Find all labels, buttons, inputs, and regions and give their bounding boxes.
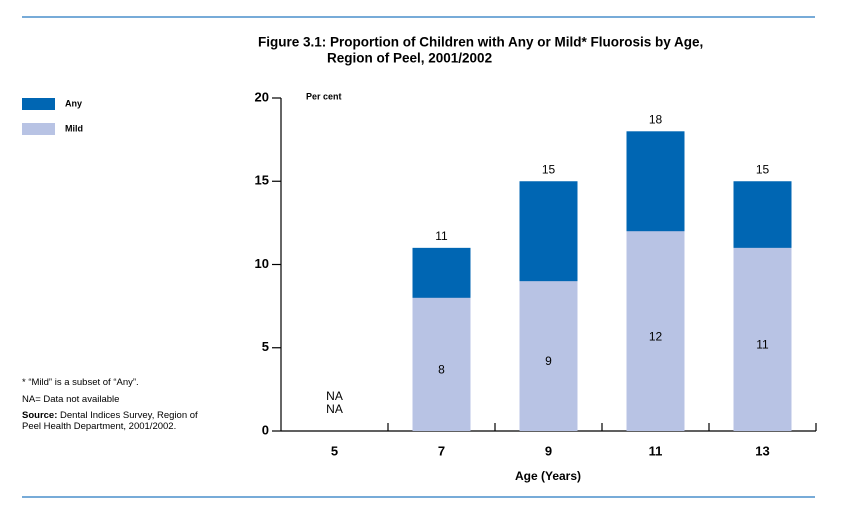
y-tick-label: 20 (255, 89, 269, 104)
footnote: NA= Data not available (22, 394, 120, 405)
source-text: Dental Indices Survey, Region of Peel He… (22, 410, 198, 432)
x-tick-label: 5 (331, 443, 338, 458)
na-label: NA (326, 389, 343, 403)
chart-title: Figure 3.1: Proportion of Children with … (258, 35, 703, 50)
x-tick-label: 11 (649, 443, 663, 458)
na-label: NA (326, 402, 343, 416)
source: Source: Dental Indices Survey, Region of… (22, 410, 200, 432)
value-label: 15 (756, 162, 770, 176)
value-label: 12 (649, 329, 663, 343)
footnote: * “Mild” is a subset of “Any”. (22, 377, 139, 388)
x-tick-label: 13 (755, 443, 769, 458)
bar (519, 281, 578, 431)
y-axis-label: Per cent (306, 91, 342, 101)
x-tick-label: 7 (438, 443, 445, 458)
value-label: 8 (438, 363, 445, 377)
legend-label: Mild (65, 123, 83, 133)
chart-title: Region of Peel, 2001/2002 (327, 51, 492, 66)
x-tick-label: 9 (545, 443, 552, 458)
value-label: 18 (649, 112, 663, 126)
y-tick-label: 15 (255, 173, 269, 188)
legend-swatch (22, 98, 55, 110)
bar (412, 297, 471, 431)
value-label: 11 (435, 229, 448, 243)
value-label: 11 (756, 338, 769, 352)
bar (733, 247, 792, 431)
y-tick-label: 10 (255, 256, 269, 271)
legend-swatch (22, 123, 55, 135)
source-label: Source: (22, 410, 58, 421)
value-label: 9 (545, 354, 552, 368)
value-label: 15 (542, 162, 556, 176)
bar (626, 231, 685, 431)
legend-label: Any (65, 98, 82, 108)
y-tick-label: 0 (262, 422, 269, 437)
x-axis-label: Age (Years) (515, 469, 581, 483)
y-tick-label: 5 (262, 339, 269, 354)
